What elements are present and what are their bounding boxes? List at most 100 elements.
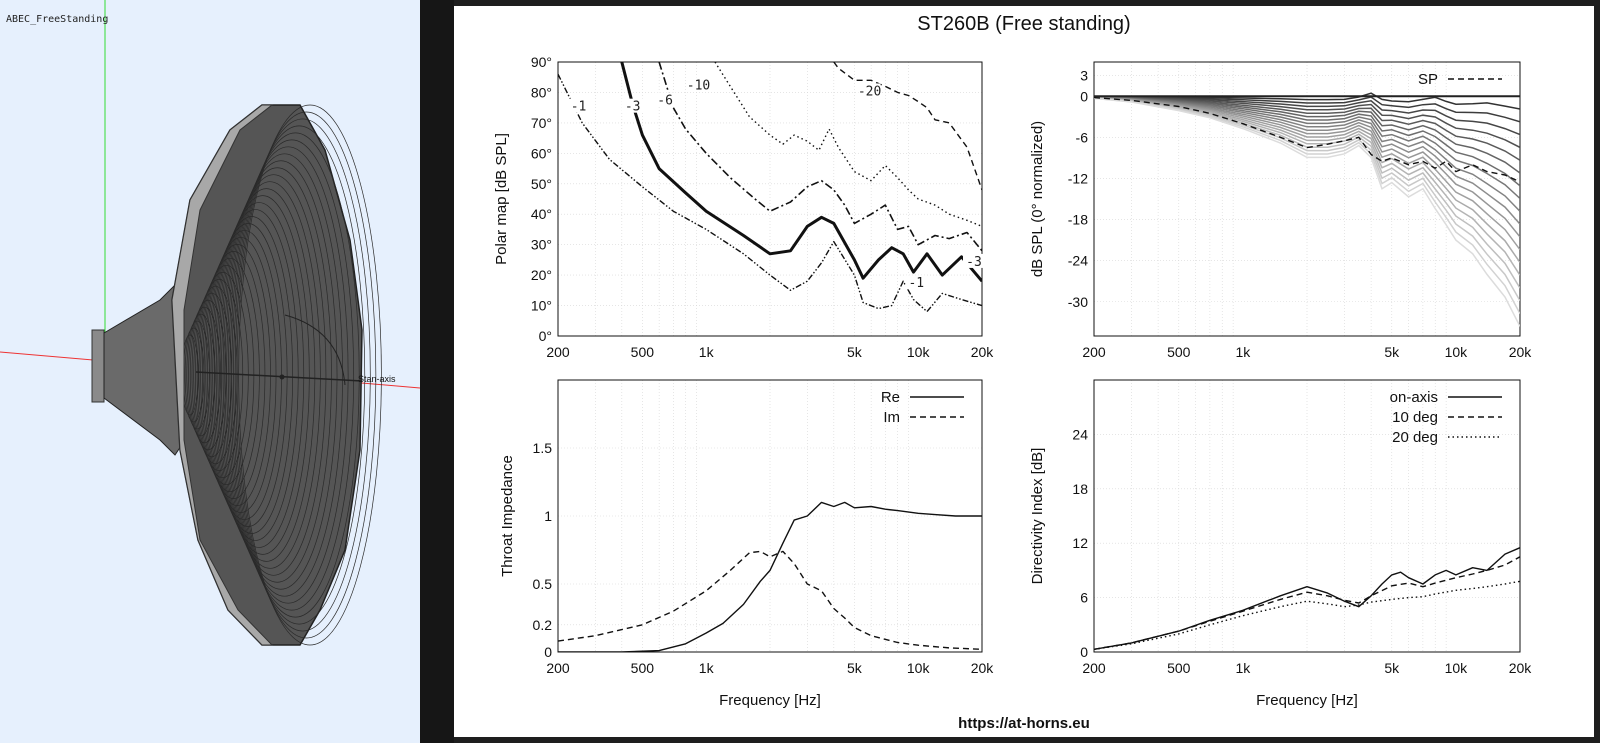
horn-mesh-ring	[205, 237, 277, 513]
polar-contour-label: -3	[966, 255, 982, 270]
chart-panel: ST260B (Free standing) https://at-horns.…	[454, 6, 1594, 737]
spl-angle-curve	[1094, 95, 1520, 123]
impedance-series-line	[558, 501, 982, 652]
horn-mesh-ring	[220, 174, 327, 576]
polar-contour-label-bg	[687, 77, 710, 92]
impedance-legend-label: Im	[883, 409, 900, 426]
horn-mesh-ring	[214, 202, 305, 548]
polar-xtick-label: 200	[546, 344, 570, 360]
polar-series-line	[714, 62, 982, 228]
impedance-ytick-label: 0	[544, 644, 552, 660]
polar-contour-label-bg	[621, 98, 644, 113]
horn-3d-model[interactable]: Stan-axis	[0, 0, 420, 743]
impedance-chart: 0 0.2 0.5 1 1.5 200 500 1k 5k 10k 20k Throat Impeda…	[499, 379, 995, 709]
impedance-xlabel: Frequency [Hz]	[719, 692, 821, 709]
polar-ytick-label: 60°	[531, 145, 552, 161]
spl-ylabel: dB SPL (0° normalized)	[1029, 121, 1046, 277]
polar-chart: 0° 10° 20° 30° 40° 50° 60° 70° 80° 90° 200 500 1k 5k 1…	[493, 54, 994, 360]
figure-title: ST260B (Free standing)	[917, 13, 1130, 35]
polar-series-line	[620, 62, 982, 283]
spl-series-line	[1094, 96, 1520, 183]
on-axis-line	[195, 371, 363, 382]
polar-ytick-label: 80°	[531, 84, 552, 100]
spl-angle-curve	[1094, 97, 1520, 314]
spl-chart: 3 0 -6 -12 -18 -24 -30 200 500 1k 5k 10k 20k dB SPL (…	[1029, 61, 1532, 360]
polar-xtick-label: 1k	[699, 344, 715, 360]
polar-xtick-label: 500	[631, 344, 655, 360]
spl-xtick-label: 1k	[1235, 344, 1251, 360]
spl-ytick-label: 3	[1080, 68, 1088, 84]
horn-mesh-ring	[229, 139, 355, 611]
polar-ytick-label: 40°	[531, 206, 552, 222]
chart-figure: ST260B (Free standing) https://at-horns.…	[493, 13, 1533, 732]
di-xtick-label: 1k	[1235, 660, 1251, 676]
di-ytick-label: 0	[1080, 644, 1088, 660]
spl-xtick-label: 500	[1167, 344, 1191, 360]
di-xtick-label: 20k	[1509, 660, 1533, 676]
spl-ytick-label: -12	[1068, 170, 1088, 186]
polar-xtick-label: 5k	[847, 344, 863, 360]
polar-xtick-label: 10k	[907, 344, 931, 360]
spl-angle-curve	[1094, 96, 1520, 212]
di-xtick-label: 5k	[1384, 660, 1400, 676]
horn-mesh-ring	[226, 153, 343, 597]
horn-mesh-ring	[227, 146, 349, 604]
spl-ytick-label: -18	[1068, 212, 1088, 228]
spl-ytick-label: -30	[1068, 294, 1088, 310]
spl-angle-curve	[1094, 96, 1520, 251]
footer-url[interactable]: https://at-horns.eu	[958, 715, 1090, 732]
polar-frame	[557, 61, 983, 337]
spl-angle-curve	[1094, 97, 1520, 263]
observation-point	[279, 374, 285, 380]
spl-angle-curve	[1094, 96, 1520, 187]
impedance-series-line	[558, 550, 982, 650]
panel-divider	[420, 0, 454, 743]
polar-ylabel: Polar map [dB SPL]	[493, 133, 510, 265]
polar-ytick-label: 90°	[531, 54, 552, 70]
horn-mesh-ring	[215, 195, 310, 555]
spl-angle-curve	[1094, 96, 1520, 225]
polar-contour-label-bg	[567, 98, 590, 113]
polar-contour-label-bg	[905, 275, 928, 290]
di-ytick-label: 12	[1072, 535, 1088, 551]
spl-xtick-label: 200	[1082, 344, 1106, 360]
horn-mesh-lines	[181, 104, 382, 646]
spl-xtick-label: 10k	[1445, 344, 1469, 360]
horn-mesh-ring	[217, 188, 316, 562]
impedance-ylabel: Throat Impedance	[499, 455, 516, 577]
polar-arc	[284, 314, 346, 386]
polar-ytick-label: 50°	[531, 176, 552, 192]
polar-contour-label-bg	[858, 83, 881, 98]
spl-xtick-label: 5k	[1384, 344, 1400, 360]
polar-ytick-label: 0°	[539, 328, 552, 344]
impedance-xtick-label: 20k	[971, 660, 995, 676]
di-series-line	[1094, 580, 1520, 650]
spl-angle-curve	[1094, 96, 1520, 238]
axis-label: Stan-axis	[358, 374, 396, 384]
di-xtick-label: 10k	[1445, 660, 1469, 676]
polar-series-line	[833, 62, 982, 191]
spl-ytick-label: -6	[1076, 129, 1089, 145]
horn-mesh-ring	[233, 125, 366, 625]
spl-angle-curve	[1094, 95, 1520, 136]
di-plot-area	[1094, 547, 1520, 650]
di-legend-label: 20 deg	[1392, 429, 1438, 446]
abec-3d-viewport[interactable]: Stan-axis ABEC_FreeStanding	[0, 0, 420, 743]
polar-contour-label: -3	[625, 100, 641, 115]
impedance-ytick-label: 0.2	[533, 617, 553, 633]
di-xtick-label: 200	[1082, 660, 1106, 676]
di-series-line	[1094, 547, 1520, 650]
horn-mesh-ring	[231, 132, 360, 618]
polar-contour-label: -6	[657, 94, 673, 109]
polar-ytick-label: 10°	[531, 298, 552, 314]
di-series-line	[1094, 556, 1520, 650]
polar-xtick-label: 20k	[971, 344, 995, 360]
polar-contour-label: -1	[908, 276, 924, 291]
polar-ytick-label: 30°	[531, 237, 552, 253]
spl-angle-curve	[1094, 96, 1520, 200]
polar-plot-area	[558, 62, 982, 313]
horn-throat	[91, 329, 105, 403]
di-xtick-label: 500	[1167, 660, 1191, 676]
impedance-ytick-label: 0.5	[533, 576, 553, 592]
horn-rim	[171, 104, 274, 646]
